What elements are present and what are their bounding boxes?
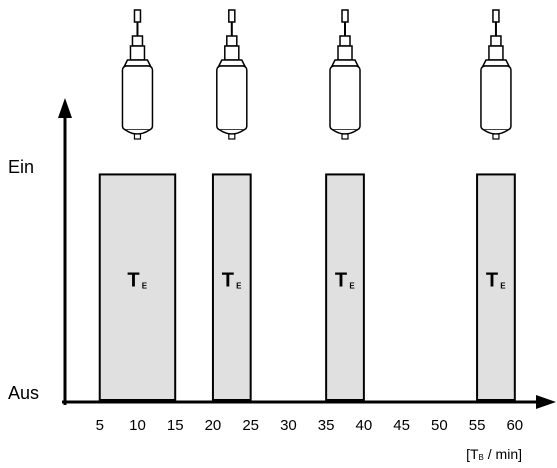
- nozzle-icon: [330, 10, 360, 139]
- bar-label-sub: E: [349, 281, 355, 290]
- bar-label: T: [127, 269, 139, 291]
- x-tick-label: 10: [129, 417, 146, 434]
- x-tick-label: 15: [167, 417, 184, 434]
- y-tick-label: Ein: [8, 157, 34, 177]
- x-tick-label: 60: [506, 417, 523, 434]
- x-tick-label: 50: [431, 417, 448, 434]
- bar-label: T: [335, 269, 347, 291]
- x-tick-label: 35: [318, 417, 335, 434]
- x-axis-label: [TB / min]: [466, 446, 522, 462]
- x-axis-label-part: / min]: [484, 446, 522, 462]
- y-tick-label: Aus: [8, 383, 39, 403]
- x-tick-label: 5: [96, 417, 104, 434]
- bar-label-sub: E: [500, 281, 506, 290]
- nozzle-icon: [481, 10, 511, 139]
- x-tick-label: 25: [242, 417, 259, 434]
- bar-label: T: [486, 269, 498, 291]
- nozzle-icon: [122, 10, 152, 139]
- chart: 51015202530354045505560AusEinTETETETE[TB…: [0, 0, 557, 468]
- bar-label: T: [222, 269, 234, 291]
- x-tick-label: 55: [469, 417, 486, 434]
- bar-label-sub: E: [142, 281, 148, 290]
- x-axis-label-part: [T: [466, 446, 479, 462]
- y-axis-arrow: [58, 98, 72, 118]
- nozzle-icon: [217, 10, 247, 139]
- x-tick-label: 40: [356, 417, 373, 434]
- x-tick-label: 45: [393, 417, 410, 434]
- x-axis-arrow: [536, 395, 556, 409]
- bar-label-sub: E: [236, 281, 242, 290]
- x-tick-label: 30: [280, 417, 297, 434]
- x-tick-label: 20: [205, 417, 222, 434]
